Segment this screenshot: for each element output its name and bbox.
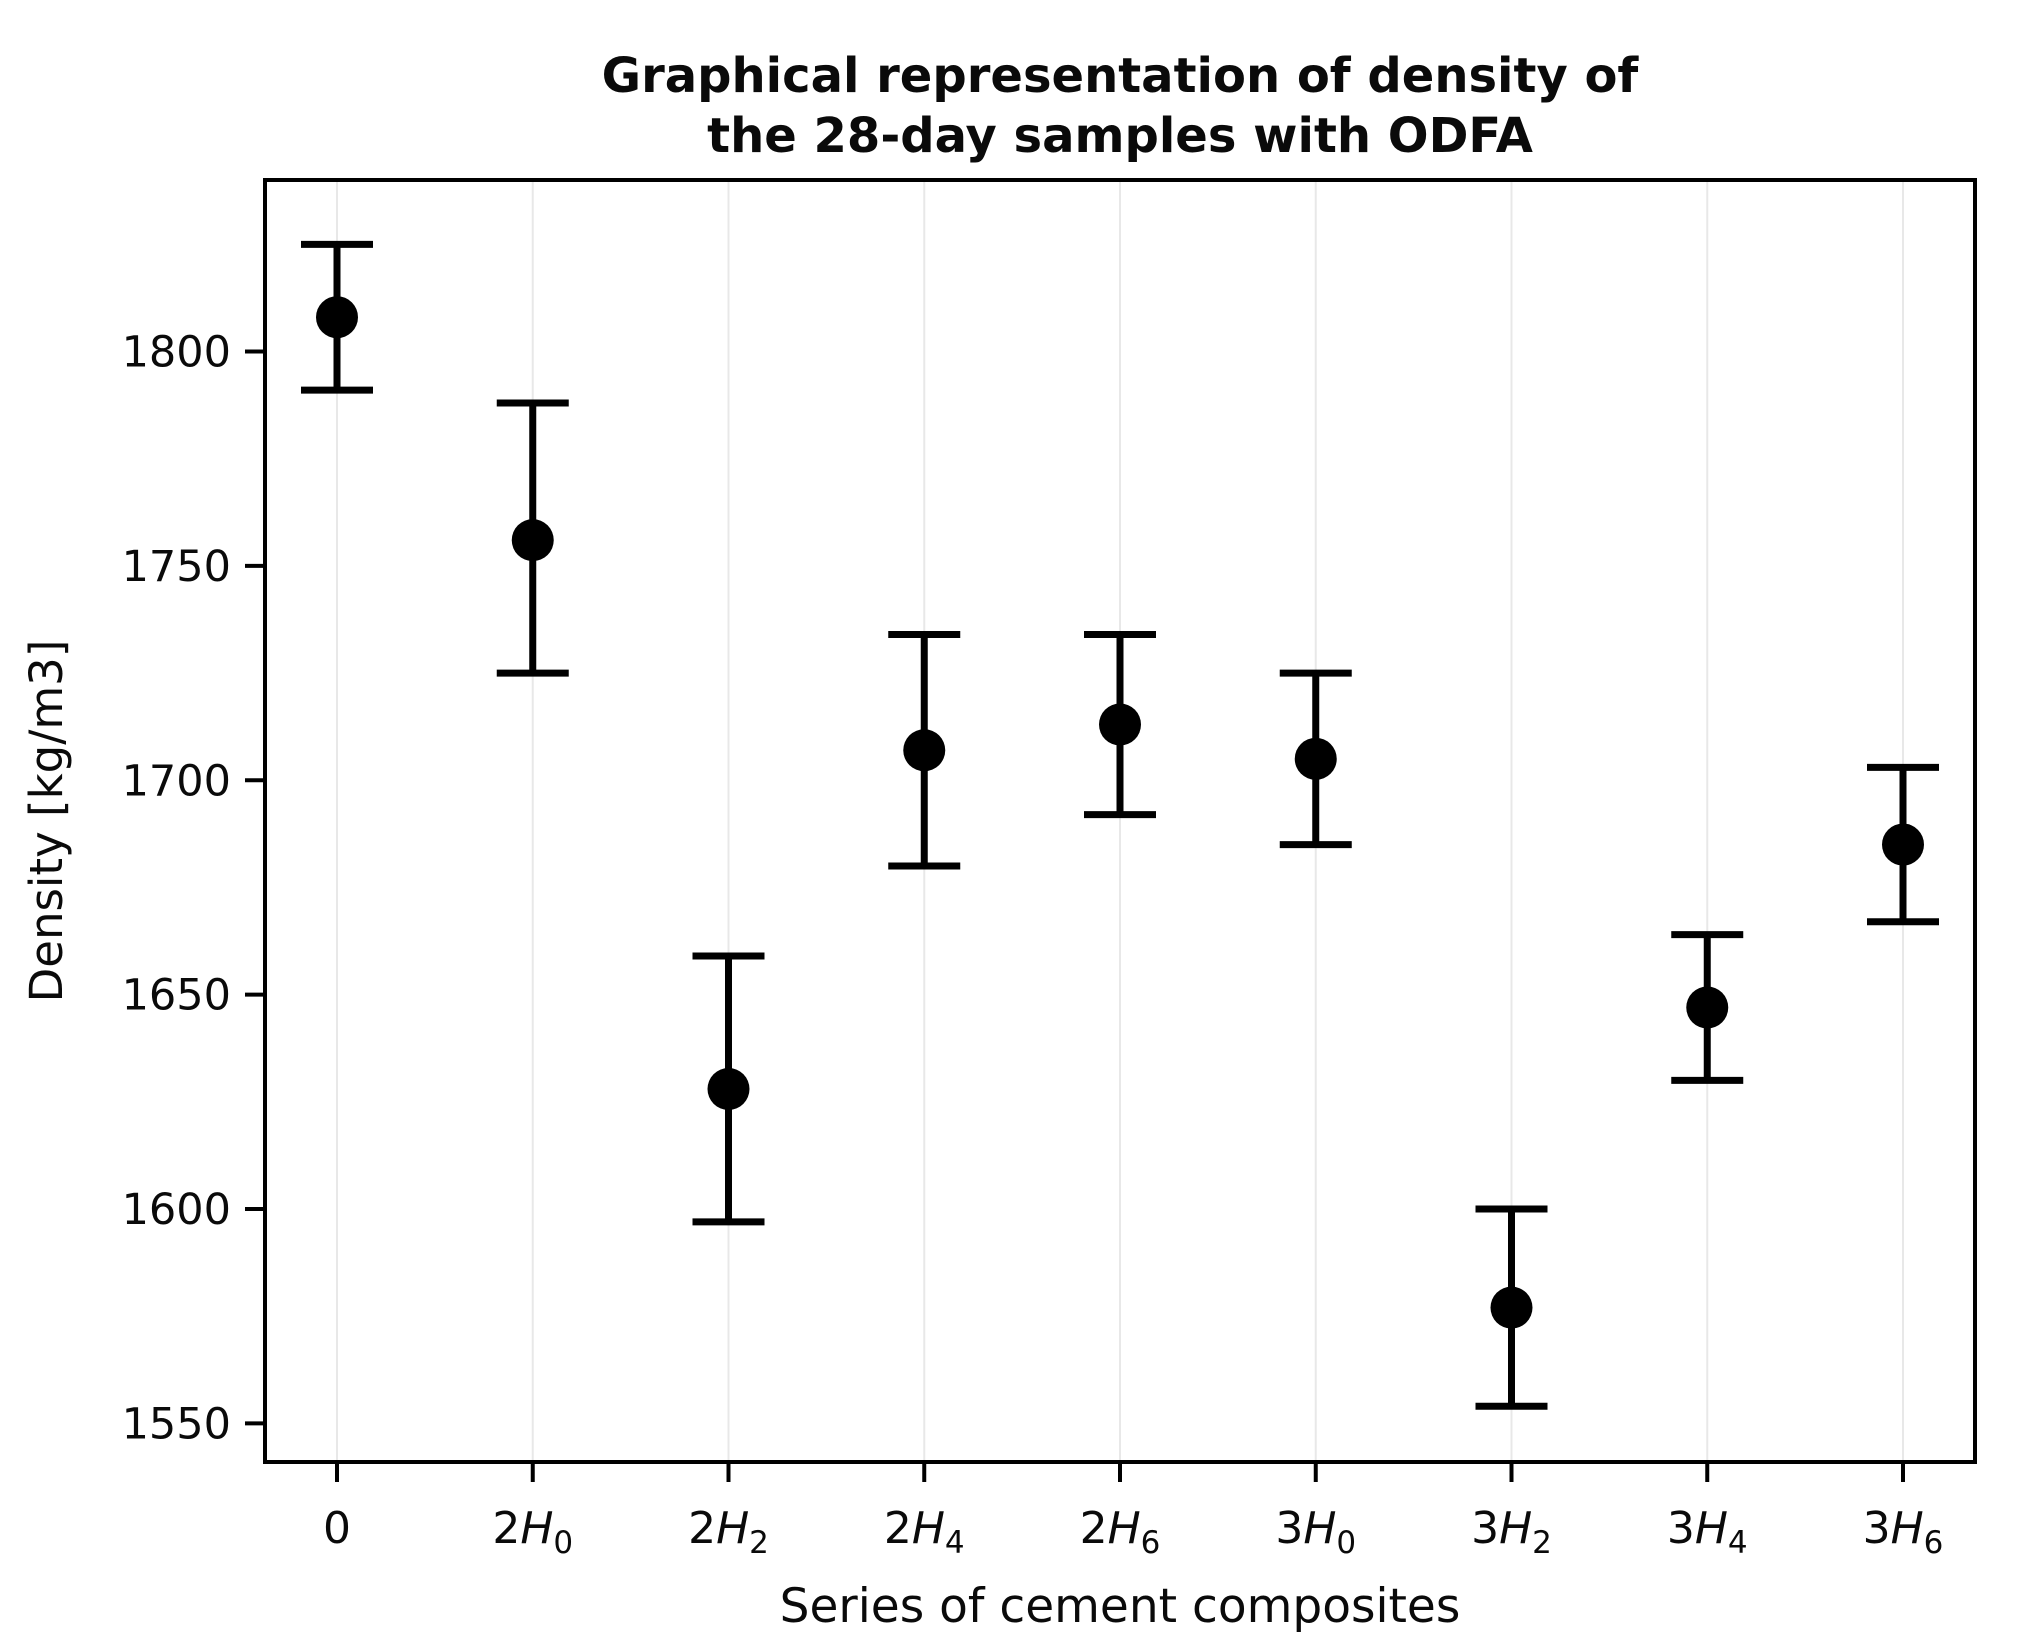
x-tick-label: 3H6 <box>1863 1503 1944 1561</box>
x-tick-label: 2H6 <box>1080 1503 1161 1561</box>
y-tick-label: 1750 <box>122 542 231 592</box>
x-tick-label: 3H2 <box>1471 1503 1552 1561</box>
data-point-2H0 <box>511 519 554 562</box>
chart-title-line2: the 28-day samples with ODFA <box>707 108 1533 164</box>
data-point-3H2 <box>1490 1286 1533 1329</box>
chart-title-line1: Graphical representation of density of <box>602 48 1640 104</box>
y-tick-label: 1650 <box>122 971 231 1021</box>
y-tick-label: 1800 <box>122 328 231 378</box>
x-tick-label: 2H0 <box>492 1503 573 1561</box>
data-point-0 <box>316 296 358 339</box>
data-point-3H4 <box>1686 986 1729 1029</box>
data-point-3H0 <box>1294 737 1337 780</box>
y-axis-title: Density [kg/m3] <box>20 640 73 1003</box>
x-tick-label: 2H4 <box>884 1503 965 1561</box>
y-tick-label: 1600 <box>122 1185 231 1235</box>
y-tick-label: 1700 <box>122 756 231 806</box>
data-point-2H2 <box>707 1067 750 1110</box>
y-tick-label: 1550 <box>122 1399 231 1449</box>
x-tick-label: 2H2 <box>688 1503 769 1561</box>
x-tick-label: 3H4 <box>1667 1503 1748 1561</box>
data-point-3H6 <box>1882 823 1924 866</box>
data-point-2H4 <box>903 729 946 772</box>
x-tick-label: 3H0 <box>1275 1503 1356 1561</box>
data-point-2H6 <box>1099 703 1141 746</box>
x-axis-title: Series of cement composites <box>780 1579 1461 1634</box>
x-tick-label: 0 <box>323 1503 351 1554</box>
